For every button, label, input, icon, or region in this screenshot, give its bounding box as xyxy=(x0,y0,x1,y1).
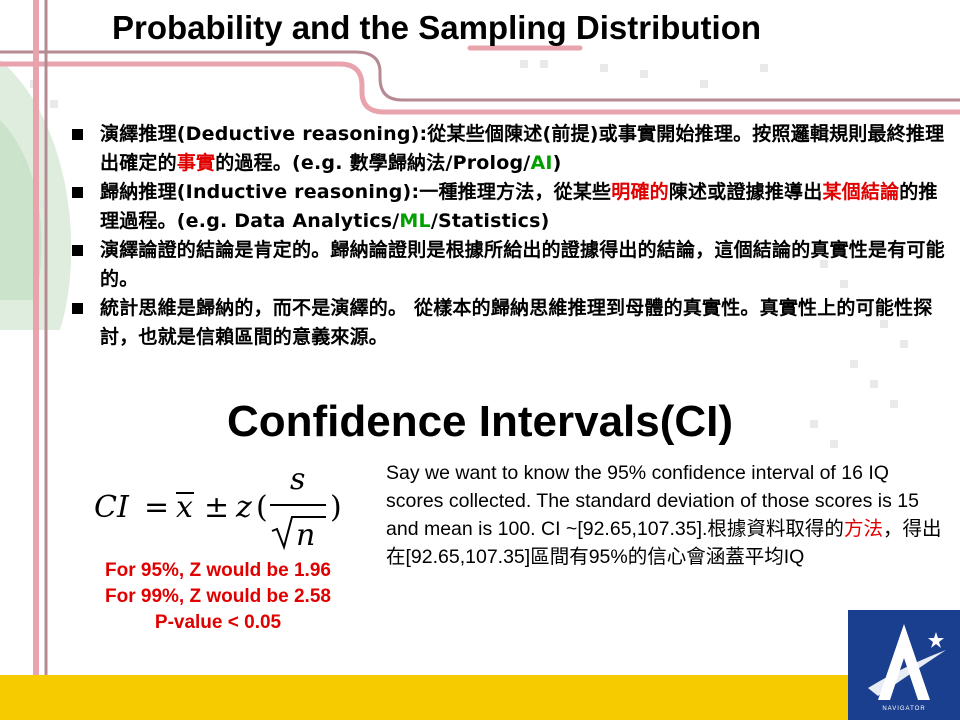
ci-example-text: Say we want to know the 95% confidence i… xyxy=(386,459,951,571)
slide-title: Probability and the Sampling Distributio… xyxy=(112,9,762,46)
bullet-text: 統計思維是歸納的，而不是演繹的。 從樣本的歸納思維推理到母體的真實性。真實性上的… xyxy=(100,297,932,348)
footer-band xyxy=(0,675,960,720)
navigator-logo: NAVIGATOR xyxy=(848,610,960,720)
bullet-text: 歸納推理(Inductive reasoning):一種推理方法，從某些明確的陳… xyxy=(100,181,938,232)
bullet-text-run: 的過程。(e.g. 數學歸納法/Prolog/ xyxy=(215,152,531,174)
square-bullet-icon xyxy=(72,187,83,198)
bullet-text-run: 演繹論證的結論是肯定的。歸納論證則是根據所給出的證據得出的結論，這個結論的真實性… xyxy=(100,239,945,290)
ci-heading: Confidence Intervals(CI) xyxy=(226,397,734,446)
p-value-line: P-value < 0.05 xyxy=(154,612,282,633)
bullet-list: 演繹推理(Deductive reasoning):從某些個陳述(前提)或事實開… xyxy=(70,120,945,352)
bullet-text-run: 演繹推理(Deductive reasoning):從某些個陳述(前提)或事實開… xyxy=(100,123,945,174)
formula-equals: = xyxy=(144,490,169,525)
bullet-text-run: 的推理過程。(e.g. Data Analytics/ xyxy=(100,181,938,232)
formula-numerator: s xyxy=(290,462,305,497)
bullet-text: 演繹論證的結論是肯定的。歸納論證則是根據所給出的證據得出的結論，這個結論的真實性… xyxy=(100,239,945,290)
formula-lhs: CI xyxy=(94,490,130,525)
bullet-text-run: AI xyxy=(530,152,553,174)
z-line-95: For 95%, Z would be 1.96 xyxy=(105,560,331,581)
sqrt-icon xyxy=(271,516,326,551)
example-text-part: Say we want to know the 95% confidence i… xyxy=(386,462,919,540)
bullet-text-run: ) xyxy=(552,152,562,174)
example-highlight: 方法 xyxy=(843,518,883,540)
z-line-99: For 99%, Z would be 2.58 xyxy=(105,586,331,607)
z-values: For 95%, Z would be 1.96 For 99%, Z woul… xyxy=(68,558,368,636)
formula-xbar: x xyxy=(176,490,193,525)
square-bullet-icon xyxy=(72,245,83,256)
bullet-text-run: 明確的 xyxy=(611,181,669,203)
square-bullet-icon xyxy=(72,129,83,140)
bullet-item: 歸納推理(Inductive reasoning):一種推理方法，從某些明確的陳… xyxy=(70,178,945,236)
formula-open-paren: ( xyxy=(256,490,268,525)
formula-plus-minus: ± xyxy=(204,490,229,525)
bullet-text-run: ML xyxy=(399,210,431,232)
star-a-logo-icon xyxy=(868,624,946,700)
ci-formula: CI = x ± z ( s n ) xyxy=(94,462,342,553)
bullet-text: 演繹推理(Deductive reasoning):從某些個陳述(前提)或事實開… xyxy=(100,123,944,174)
logo-text: NAVIGATOR xyxy=(882,706,926,712)
formula-z: z xyxy=(235,490,252,525)
bullet-item: 統計思維是歸納的，而不是演繹的。 從樣本的歸納思維推理到母體的真實性。真實性上的… xyxy=(70,294,945,352)
bullet-text-run: 歸納推理(Inductive reasoning):一種推理方法，從某些 xyxy=(100,181,612,203)
square-bullet-icon xyxy=(72,303,83,314)
bullet-text-run: /Statistics) xyxy=(430,210,550,232)
formula-denominator: n xyxy=(296,518,315,553)
example-text-part: ，得出在[92.65,107.35]區間有95%的信心會涵蓋平均IQ xyxy=(386,518,942,568)
bullet-text-run: 統計思維是歸納的，而不是演繹的。 從樣本的歸納思維推理到母體的真實性。真實性上的… xyxy=(100,297,933,348)
bullet-text-run: 陳述或證據推導出 xyxy=(668,181,823,203)
bullet-text-run: 某個結論 xyxy=(822,181,900,203)
formula-close-paren: ) xyxy=(330,490,342,525)
bullet-item: 演繹推理(Deductive reasoning):從某些個陳述(前提)或事實開… xyxy=(70,120,945,178)
bullet-text-run: 事實 xyxy=(176,152,216,174)
bullet-item: 演繹論證的結論是肯定的。歸納論證則是根據所給出的證據得出的結論，這個結論的真實性… xyxy=(70,236,945,294)
